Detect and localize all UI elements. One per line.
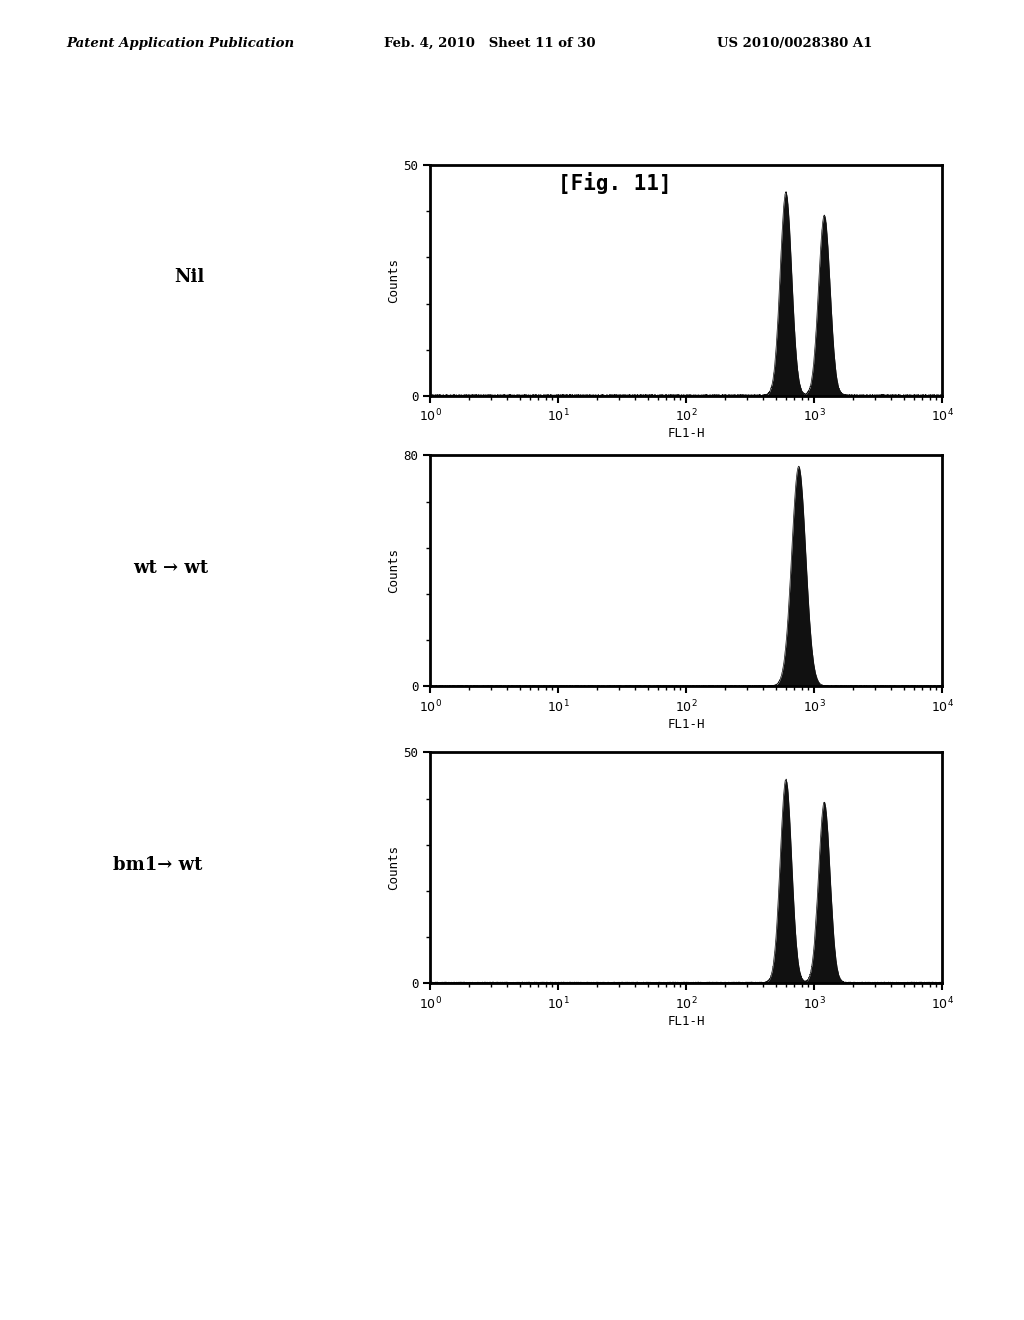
Text: US 2010/0028380 A1: US 2010/0028380 A1 [717,37,872,50]
Y-axis label: Counts: Counts [387,257,400,304]
X-axis label: FL1-H: FL1-H [668,718,705,730]
X-axis label: FL1-H: FL1-H [668,428,705,440]
Y-axis label: Counts: Counts [387,845,400,891]
Text: wt → wt: wt → wt [133,558,208,577]
Y-axis label: Counts: Counts [387,548,400,594]
Text: Patent Application Publication: Patent Application Publication [67,37,295,50]
Text: [Fig. 11]: [Fig. 11] [558,172,671,194]
Text: Feb. 4, 2010   Sheet 11 of 30: Feb. 4, 2010 Sheet 11 of 30 [384,37,596,50]
Text: bm1→ wt: bm1→ wt [113,855,202,874]
Text: Nil: Nil [174,268,205,286]
X-axis label: FL1-H: FL1-H [668,1015,705,1027]
